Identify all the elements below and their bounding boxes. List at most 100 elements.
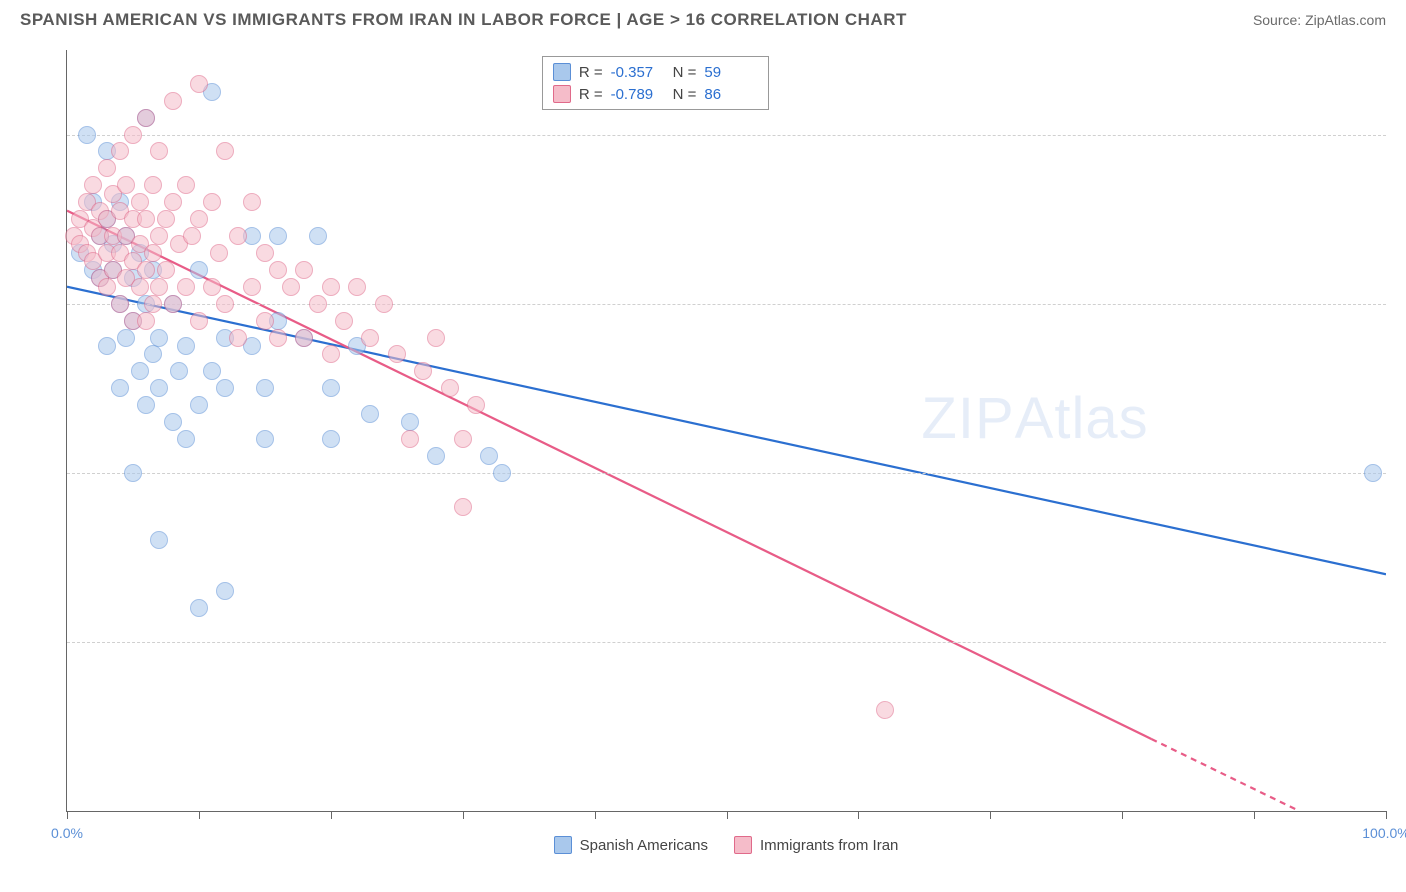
data-point xyxy=(454,430,472,448)
data-point xyxy=(269,261,287,279)
data-point xyxy=(190,599,208,617)
data-point xyxy=(98,159,116,177)
data-point xyxy=(164,92,182,110)
data-point xyxy=(190,210,208,228)
stat-row: R =-0.357N =59 xyxy=(553,61,759,83)
gridline xyxy=(67,135,1386,136)
data-point xyxy=(150,227,168,245)
x-tick xyxy=(727,811,728,819)
data-point xyxy=(388,345,406,363)
data-point xyxy=(84,176,102,194)
data-point xyxy=(98,278,116,296)
data-point xyxy=(216,295,234,313)
data-point xyxy=(150,329,168,347)
data-point xyxy=(401,413,419,431)
data-point xyxy=(190,75,208,93)
data-point xyxy=(117,329,135,347)
data-point xyxy=(177,430,195,448)
n-label: N = xyxy=(673,64,697,81)
data-point xyxy=(467,396,485,414)
data-point xyxy=(243,193,261,211)
data-point xyxy=(124,464,142,482)
data-point xyxy=(427,329,445,347)
data-point xyxy=(144,176,162,194)
data-point xyxy=(309,295,327,313)
y-tick-label: 80.0% xyxy=(1392,127,1406,143)
data-point xyxy=(480,447,498,465)
data-point xyxy=(454,498,472,516)
data-point xyxy=(144,345,162,363)
legend-swatch xyxy=(553,85,571,103)
data-point xyxy=(150,379,168,397)
data-point xyxy=(361,405,379,423)
gridline xyxy=(67,304,1386,305)
data-point xyxy=(111,142,129,160)
data-point xyxy=(229,329,247,347)
data-point xyxy=(216,142,234,160)
plot-area: ZIPAtlas R =-0.357N =59R =-0.789N =86 20… xyxy=(66,50,1386,812)
data-point xyxy=(144,244,162,262)
data-point xyxy=(243,278,261,296)
data-point xyxy=(183,227,201,245)
data-point xyxy=(361,329,379,347)
data-point xyxy=(427,447,445,465)
data-point xyxy=(295,261,313,279)
data-point xyxy=(322,278,340,296)
data-point xyxy=(876,701,894,719)
legend-label: Spanish Americans xyxy=(580,837,708,854)
data-point xyxy=(282,278,300,296)
data-point xyxy=(401,430,419,448)
data-point xyxy=(164,295,182,313)
data-point xyxy=(269,227,287,245)
data-point xyxy=(190,312,208,330)
watermark: ZIPAtlas xyxy=(921,385,1148,452)
data-point xyxy=(256,430,274,448)
y-tick-label: 40.0% xyxy=(1392,465,1406,481)
n-label: N = xyxy=(673,86,697,103)
x-tick xyxy=(990,811,991,819)
data-point xyxy=(164,193,182,211)
data-point xyxy=(78,126,96,144)
data-point xyxy=(131,362,149,380)
data-point xyxy=(322,430,340,448)
data-point xyxy=(170,362,188,380)
n-value: 86 xyxy=(704,86,758,103)
data-point xyxy=(493,464,511,482)
x-tick xyxy=(199,811,200,819)
n-value: 59 xyxy=(704,64,758,81)
stat-row: R =-0.789N =86 xyxy=(553,83,759,105)
x-tick xyxy=(858,811,859,819)
data-point xyxy=(157,210,175,228)
data-point xyxy=(203,362,221,380)
data-point xyxy=(335,312,353,330)
data-point xyxy=(137,312,155,330)
data-point xyxy=(137,261,155,279)
legend-swatch xyxy=(734,836,752,854)
data-point xyxy=(177,176,195,194)
data-point xyxy=(144,295,162,313)
y-tick-label: 60.0% xyxy=(1392,296,1406,312)
x-tick xyxy=(67,811,68,819)
data-point xyxy=(131,278,149,296)
data-point xyxy=(150,278,168,296)
data-point xyxy=(203,193,221,211)
data-point xyxy=(256,379,274,397)
data-point xyxy=(190,261,208,279)
data-point xyxy=(414,362,432,380)
trend-line xyxy=(67,211,1151,739)
data-point xyxy=(375,295,393,313)
chart-title: SPANISH AMERICAN VS IMMIGRANTS FROM IRAN… xyxy=(20,10,907,30)
gridline xyxy=(67,642,1386,643)
x-tick xyxy=(1254,811,1255,819)
data-point xyxy=(210,244,228,262)
source-label: Source: ZipAtlas.com xyxy=(1253,12,1386,28)
x-tick xyxy=(463,811,464,819)
legend: Spanish AmericansImmigrants from Iran xyxy=(66,836,1386,854)
data-point xyxy=(157,261,175,279)
r-value: -0.789 xyxy=(611,86,665,103)
data-point xyxy=(137,396,155,414)
data-point xyxy=(124,126,142,144)
data-point xyxy=(216,379,234,397)
chart-container: In Labor Force | Age > 16 ZIPAtlas R =-0… xyxy=(20,50,1386,872)
r-label: R = xyxy=(579,64,603,81)
